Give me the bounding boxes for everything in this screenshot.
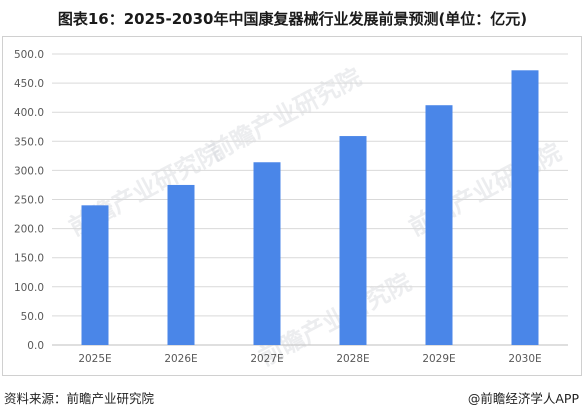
- chart-title: 图表16：2025-2030年中国康复器械行业发展前景预测(单位：亿元): [57, 10, 528, 28]
- source-note: 资料来源：前瞻产业研究院: [4, 391, 155, 406]
- bar: [339, 136, 367, 345]
- y-tick-label: 400.0: [14, 107, 44, 119]
- x-tick-label: 2030E: [508, 353, 541, 365]
- bar: [511, 70, 539, 346]
- x-tick-label: 2028E: [336, 353, 369, 365]
- y-tick-label: 150.0: [14, 253, 44, 265]
- y-tick-label: 50.0: [21, 311, 44, 323]
- y-tick-label: 450.0: [14, 78, 44, 90]
- chart-frame: [2, 36, 582, 376]
- x-tick-label: 2025E: [78, 353, 111, 365]
- y-tick-label: 100.0: [14, 282, 44, 294]
- y-tick-label: 0.0: [27, 340, 44, 352]
- y-tick-label: 200.0: [14, 224, 44, 236]
- bar: [425, 105, 453, 345]
- credit-note: @前瞻经济学人APP: [467, 391, 579, 406]
- x-tick-label: 2026E: [164, 353, 197, 365]
- y-tick-label: 500.0: [14, 49, 44, 61]
- y-tick-label: 350.0: [14, 136, 44, 148]
- x-tick-label: 2029E: [422, 353, 455, 365]
- x-tick-label: 2027E: [250, 353, 283, 365]
- bar: [81, 205, 109, 345]
- y-tick-label: 300.0: [14, 165, 44, 177]
- y-tick-label: 250.0: [14, 195, 44, 207]
- bar: [253, 162, 281, 345]
- bar: [167, 184, 195, 345]
